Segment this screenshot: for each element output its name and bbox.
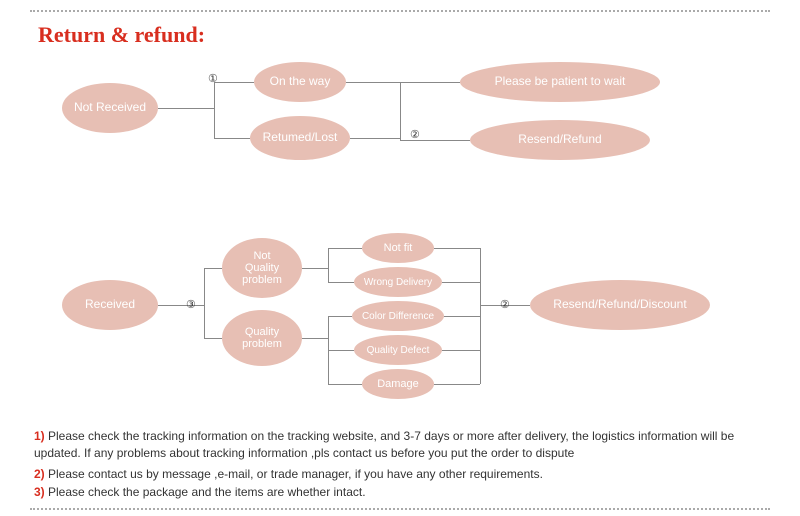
connector bbox=[400, 82, 460, 83]
footnote: 2) Please contact us by message ,e-mail,… bbox=[34, 466, 770, 483]
connector bbox=[302, 268, 328, 269]
connector bbox=[328, 384, 362, 385]
footnote: 3) Please check the package and the item… bbox=[34, 484, 770, 501]
connector bbox=[214, 82, 254, 83]
connector bbox=[204, 268, 205, 338]
node-wrong-delivery: Wrong Delivery bbox=[354, 267, 442, 297]
footnote-text: Please check the tracking information on… bbox=[34, 429, 734, 460]
step-label: ① bbox=[208, 72, 218, 85]
page-title: Return & refund: bbox=[38, 22, 205, 48]
node-resend-refund: Resend/Refund bbox=[470, 120, 650, 160]
node-damage: Damage bbox=[362, 369, 434, 399]
connector bbox=[480, 248, 481, 384]
connector bbox=[204, 268, 222, 269]
node-quality: Quality problem bbox=[222, 310, 302, 366]
footnote: 1) Please check the tracking information… bbox=[34, 428, 770, 462]
footnote-number: 1) bbox=[34, 429, 48, 443]
node-returned-lost: Retumed/Lost bbox=[250, 116, 350, 160]
connector bbox=[204, 338, 222, 339]
node-not-quality: Not Quality problem bbox=[222, 238, 302, 298]
node-color-diff: Color Difference bbox=[352, 301, 444, 331]
connector bbox=[328, 248, 362, 249]
connector bbox=[442, 350, 480, 351]
connector bbox=[442, 282, 480, 283]
node-on-the-way: On the way bbox=[254, 62, 346, 102]
step-label: ② bbox=[410, 128, 420, 141]
connector bbox=[328, 350, 354, 351]
footnote-number: 3) bbox=[34, 485, 48, 499]
connector bbox=[328, 282, 354, 283]
connector bbox=[328, 248, 329, 282]
node-rrd: Resend/Refund/Discount bbox=[530, 280, 710, 330]
connector bbox=[434, 384, 480, 385]
connector bbox=[346, 82, 400, 83]
connector bbox=[158, 108, 214, 109]
node-received: Received bbox=[62, 280, 158, 330]
connector bbox=[302, 338, 328, 339]
top-dotted-border bbox=[30, 10, 770, 12]
connector bbox=[350, 138, 400, 139]
footnote-number: 2) bbox=[34, 467, 48, 481]
connector bbox=[214, 82, 215, 138]
connector bbox=[400, 82, 401, 140]
node-not-fit: Not fit bbox=[362, 233, 434, 263]
connector bbox=[328, 316, 352, 317]
node-quality-defect: Quality Defect bbox=[354, 335, 442, 365]
connector bbox=[214, 138, 250, 139]
footnote-text: Please contact us by message ,e-mail, or… bbox=[48, 467, 543, 481]
node-patient: Please be patient to wait bbox=[460, 62, 660, 102]
connector bbox=[158, 305, 204, 306]
footnote-text: Please check the package and the items a… bbox=[48, 485, 366, 499]
bottom-dotted-border bbox=[30, 508, 770, 510]
step-label: ③ bbox=[186, 298, 196, 311]
node-not-received: Not Received bbox=[62, 83, 158, 133]
connector bbox=[434, 248, 480, 249]
connector bbox=[444, 316, 480, 317]
step-label: ② bbox=[500, 298, 510, 311]
